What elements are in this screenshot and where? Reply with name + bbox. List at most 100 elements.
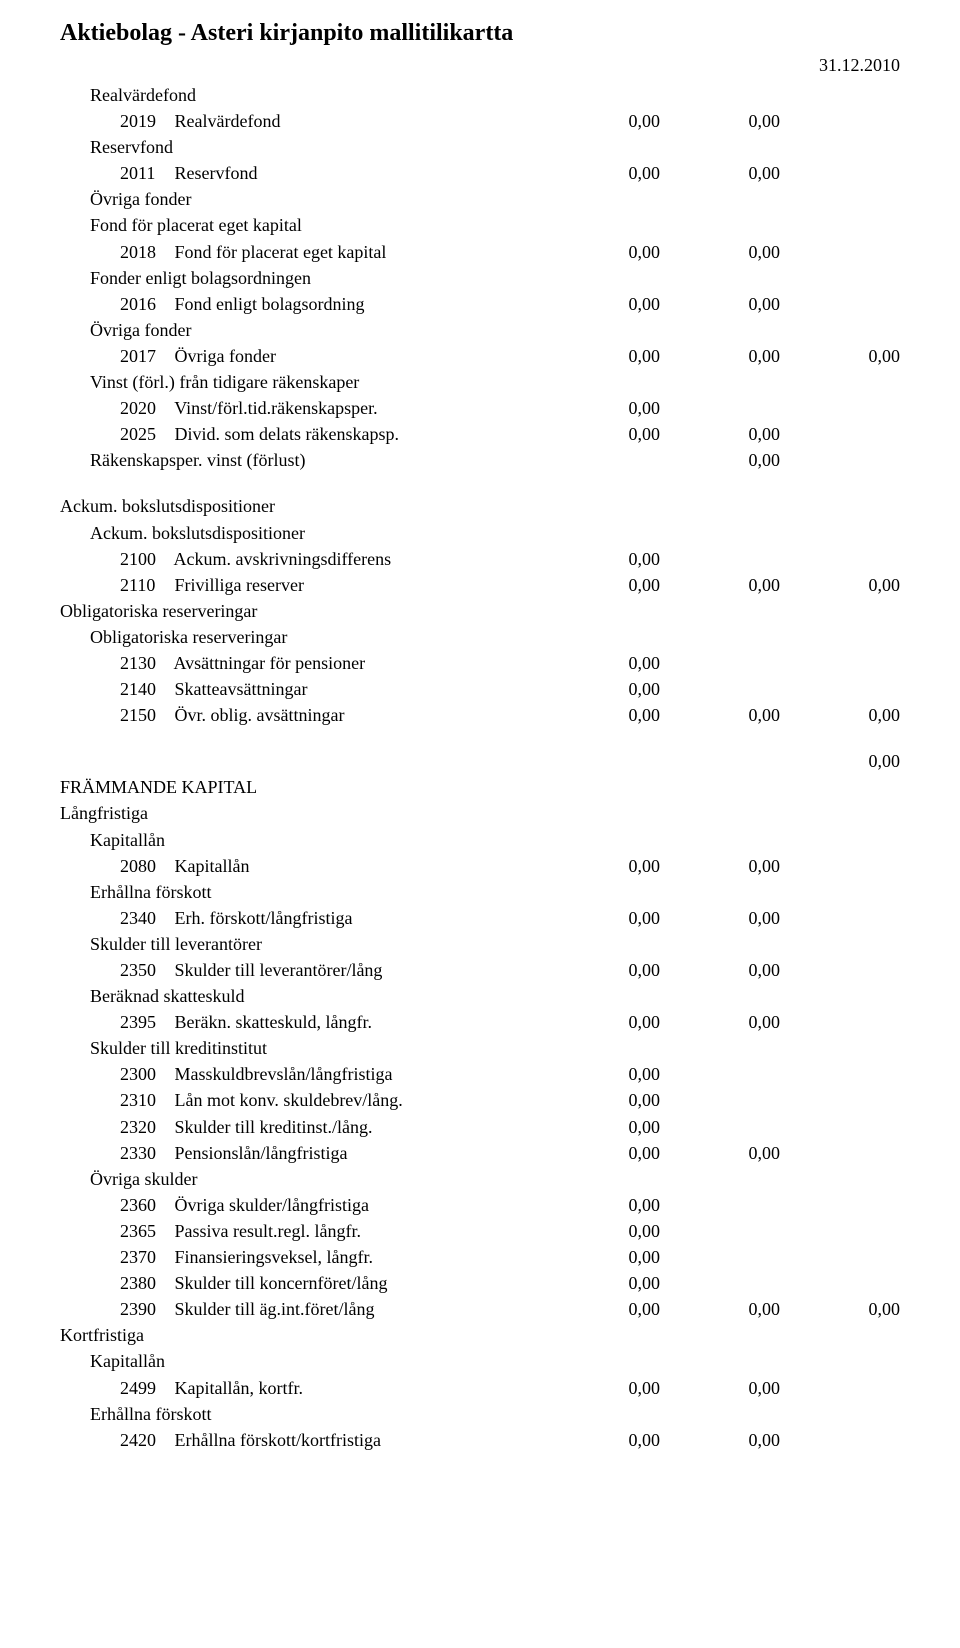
row-label: 2350 Skulder till leverantörer/lång — [60, 957, 540, 983]
account-code: 2300 — [120, 1061, 170, 1087]
value-v2: 0,00 — [660, 1009, 780, 1035]
account-label: Frivilliga reserver — [175, 575, 304, 595]
account-label: Skulder till leverantörer — [90, 934, 262, 954]
account-row: Kortfristiga — [60, 1322, 900, 1348]
value-v1: 0,00 — [540, 702, 660, 728]
row-label: 2017 Övriga fonder — [60, 343, 540, 369]
value-v1: 0,00 — [540, 1375, 660, 1401]
account-row: Obligatoriska reserveringar — [60, 624, 900, 650]
row-label: Kortfristiga — [60, 1322, 540, 1348]
value-v2: 0,00 — [660, 572, 780, 598]
row-label: Kapitallån — [60, 827, 540, 853]
row-label: Realvärdefond — [60, 82, 540, 108]
account-label: Reservfond — [175, 163, 258, 183]
account-label: Pensionslån/långfristiga — [175, 1143, 348, 1163]
row-label: Erhållna förskott — [60, 879, 540, 905]
value-v2: 0,00 — [660, 239, 780, 265]
account-row: Erhållna förskott — [60, 879, 900, 905]
row-label: Ackum. bokslutsdispositioner — [60, 493, 540, 519]
account-label: Lån mot konv. skuldebrev/lång. — [175, 1090, 403, 1110]
account-row: 2017 Övriga fonder0,000,000,00 — [60, 343, 900, 369]
account-label: Finansieringsveksel, långfr. — [175, 1247, 373, 1267]
account-row: 2140 Skatteavsättningar0,00 — [60, 676, 900, 702]
account-row: 2380 Skulder till koncernföret/lång0,00 — [60, 1270, 900, 1296]
account-label: Fonder enligt bolagsordningen — [90, 268, 311, 288]
account-code: 2016 — [120, 291, 170, 317]
value-v1: 0,00 — [540, 1087, 660, 1113]
row-label: 2150 Övr. oblig. avsättningar — [60, 702, 540, 728]
value-v1: 0,00 — [540, 421, 660, 447]
account-row: Vinst (förl.) från tidigare räkenskaper — [60, 369, 900, 395]
account-label: Kapitallån — [90, 830, 165, 850]
account-code: 2140 — [120, 676, 170, 702]
account-code: 2395 — [120, 1009, 170, 1035]
account-row: Långfristiga — [60, 800, 900, 826]
value-v1: 0,00 — [540, 905, 660, 931]
account-label: Realvärdefond — [175, 111, 281, 131]
account-label: Ackum. bokslutsdispositioner — [90, 523, 305, 543]
account-row: 2025 Divid. som delats räkenskapsp.0,000… — [60, 421, 900, 447]
account-label: Övr. oblig. avsättningar — [175, 705, 345, 725]
value-v1: 0,00 — [540, 160, 660, 186]
row-label: Övriga fonder — [60, 317, 540, 343]
account-row: 2310 Lån mot konv. skuldebrev/lång.0,00 — [60, 1087, 900, 1113]
row-label: 2330 Pensionslån/långfristiga — [60, 1140, 540, 1166]
value-v1: 0,00 — [540, 239, 660, 265]
account-label: Långfristiga — [60, 803, 148, 823]
row-label: 2080 Kapitallån — [60, 853, 540, 879]
account-row: 2300 Masskuldbrevslån/långfristiga0,00 — [60, 1061, 900, 1087]
value-v2: 0,00 — [660, 291, 780, 317]
account-label: FRÄMMANDE KAPITAL — [60, 777, 257, 797]
value-v2: 0,00 — [660, 1140, 780, 1166]
account-row: 2011 Reservfond0,000,00 — [60, 160, 900, 186]
account-row: 2016 Fond enligt bolagsordning0,000,00 — [60, 291, 900, 317]
account-label: Masskuldbrevslån/långfristiga — [175, 1064, 393, 1084]
account-row: 2420 Erhållna förskott/kortfristiga0,000… — [60, 1427, 900, 1453]
account-code: 2360 — [120, 1192, 170, 1218]
row-label: 2360 Övriga skulder/långfristiga — [60, 1192, 540, 1218]
account-label: Avsättningar för pensioner — [174, 653, 366, 673]
value-v1: 0,00 — [540, 1296, 660, 1322]
row-label: 2025 Divid. som delats räkenskapsp. — [60, 421, 540, 447]
account-code: 2100 — [120, 546, 170, 572]
account-row: Fonder enligt bolagsordningen — [60, 265, 900, 291]
row-label: 2370 Finansieringsveksel, långfr. — [60, 1244, 540, 1270]
account-label: Obligatoriska reserveringar — [90, 627, 287, 647]
account-label: Ackum. bokslutsdispositioner — [60, 496, 275, 516]
account-row: 2395 Beräkn. skatteskuld, långfr.0,000,0… — [60, 1009, 900, 1035]
row-label: 2100 Ackum. avskrivningsdifferens — [60, 546, 540, 572]
page-title: Aktiebolag - Asteri kirjanpito mallitili… — [60, 20, 900, 47]
row-label: Fonder enligt bolagsordningen — [60, 265, 540, 291]
account-code: 2350 — [120, 957, 170, 983]
row-label: Obligatoriska reserveringar — [60, 598, 540, 624]
account-row: 2350 Skulder till leverantörer/lång0,000… — [60, 957, 900, 983]
value-v1: 0,00 — [540, 1270, 660, 1296]
row-label: Skulder till leverantörer — [60, 931, 540, 957]
value-v1: 0,00 — [540, 1427, 660, 1453]
account-code: 2370 — [120, 1244, 170, 1270]
row-label: 2499 Kapitallån, kortfr. — [60, 1375, 540, 1401]
account-code: 2499 — [120, 1375, 170, 1401]
account-row: FRÄMMANDE KAPITAL — [60, 774, 900, 800]
value-v3: 0,00 — [780, 343, 900, 369]
value-v1: 0,00 — [540, 1244, 660, 1270]
value-v2: 0,00 — [660, 1296, 780, 1322]
account-code: 2130 — [120, 650, 170, 676]
value-v1: 0,00 — [540, 650, 660, 676]
account-row: Skulder till kreditinstitut — [60, 1035, 900, 1061]
account-code: 2011 — [120, 160, 170, 186]
account-code: 2080 — [120, 853, 170, 879]
account-label: Divid. som delats räkenskapsp. — [175, 424, 399, 444]
account-row: 2110 Frivilliga reserver0,000,000,00 — [60, 572, 900, 598]
value-v2: 0,00 — [660, 343, 780, 369]
account-row: 2150 Övr. oblig. avsättningar0,000,000,0… — [60, 702, 900, 728]
account-row: Övriga fonder — [60, 317, 900, 343]
account-row: 2499 Kapitallån, kortfr.0,000,00 — [60, 1375, 900, 1401]
account-label: Skulder till leverantörer/lång — [175, 960, 383, 980]
account-row: Reservfond — [60, 134, 900, 160]
row-label: Långfristiga — [60, 800, 540, 826]
account-label: Kapitallån, kortfr. — [175, 1378, 303, 1398]
account-row: 2130 Avsättningar för pensioner 0,00 — [60, 650, 900, 676]
value-v2: 0,00 — [660, 853, 780, 879]
account-code: 2018 — [120, 239, 170, 265]
